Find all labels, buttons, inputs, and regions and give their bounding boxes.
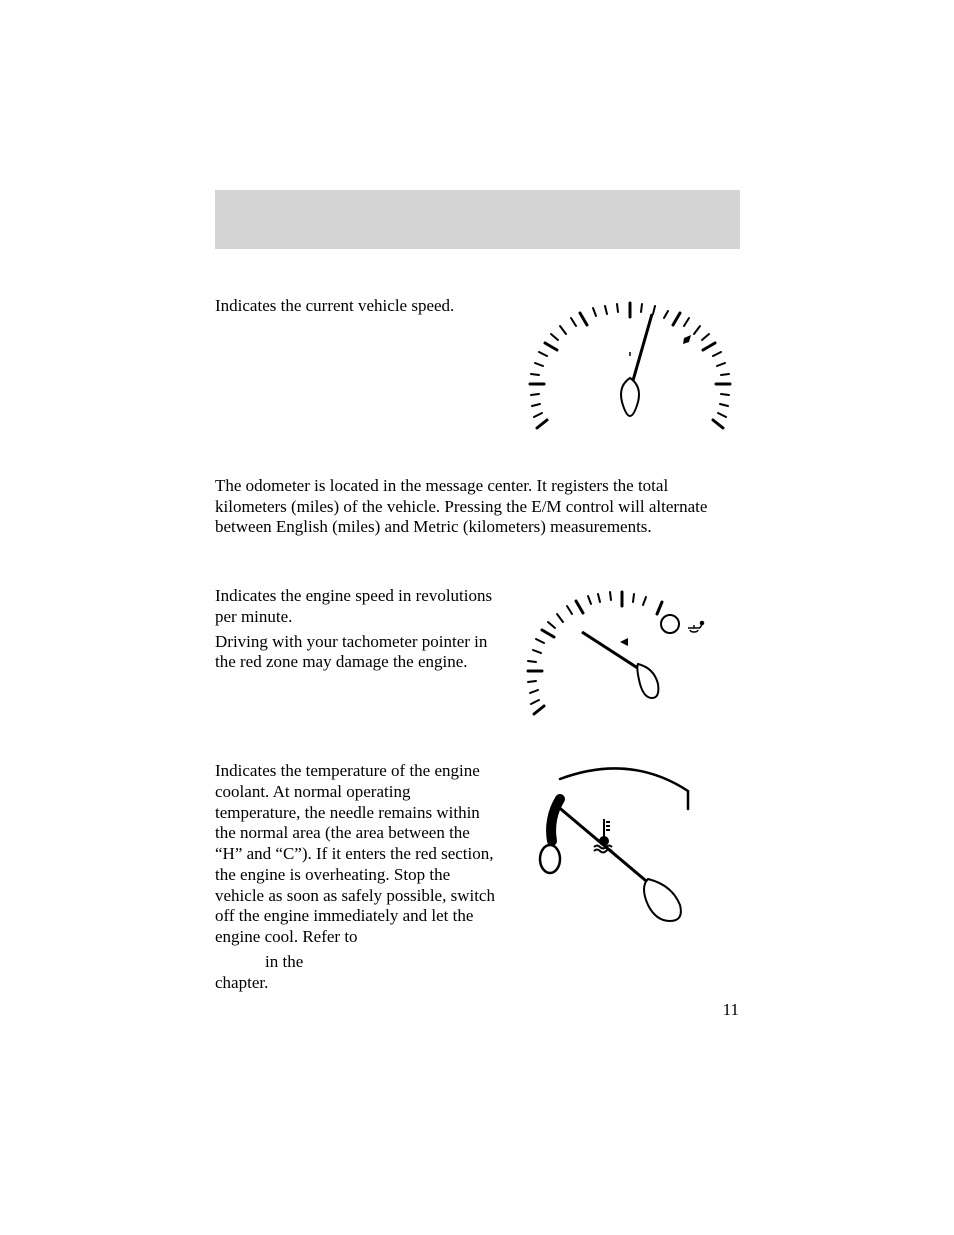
coolant-text: Indicates the temperature of the engine … [215, 761, 500, 997]
tachometer-section: Indicates the engine speed in revolution… [215, 586, 740, 726]
speedometer-section: Indicates the current vehicle speed. [215, 296, 740, 441]
coolant-trail: in the chapter. [215, 952, 500, 993]
coolant-para: Indicates the temperature of the engine … [215, 761, 500, 948]
coolant-gauge [520, 761, 740, 931]
tachometer-para-1: Indicates the engine speed in revolution… [215, 586, 500, 627]
speedometer-para: Indicates the current vehicle speed. [215, 296, 500, 317]
tachometer-icon [520, 586, 720, 726]
page: Indicates the current vehicle speed. [0, 0, 954, 1235]
speedometer-text: Indicates the current vehicle speed. [215, 296, 500, 321]
tachometer-para-2: Driving with your tachometer pointer in … [215, 632, 500, 673]
tachometer-gauge [520, 586, 740, 726]
coolant-icon [520, 761, 710, 931]
tachometer-text: Indicates the engine speed in revolution… [215, 586, 500, 677]
speedometer-icon [520, 296, 740, 441]
header-bar [215, 190, 740, 249]
content-area: Indicates the current vehicle speed. [215, 296, 740, 1032]
coolant-trail-mid: in the [265, 952, 303, 971]
coolant-main-text: Indicates the temperature of the engine … [215, 761, 495, 946]
coolant-trail-end: chapter. [215, 973, 268, 992]
odometer-para: The odometer is located in the message c… [215, 476, 740, 538]
speedometer-gauge [520, 296, 740, 441]
odometer-section: The odometer is located in the message c… [215, 476, 740, 538]
coolant-section: Indicates the temperature of the engine … [215, 761, 740, 997]
page-number: 11 [723, 1000, 739, 1020]
